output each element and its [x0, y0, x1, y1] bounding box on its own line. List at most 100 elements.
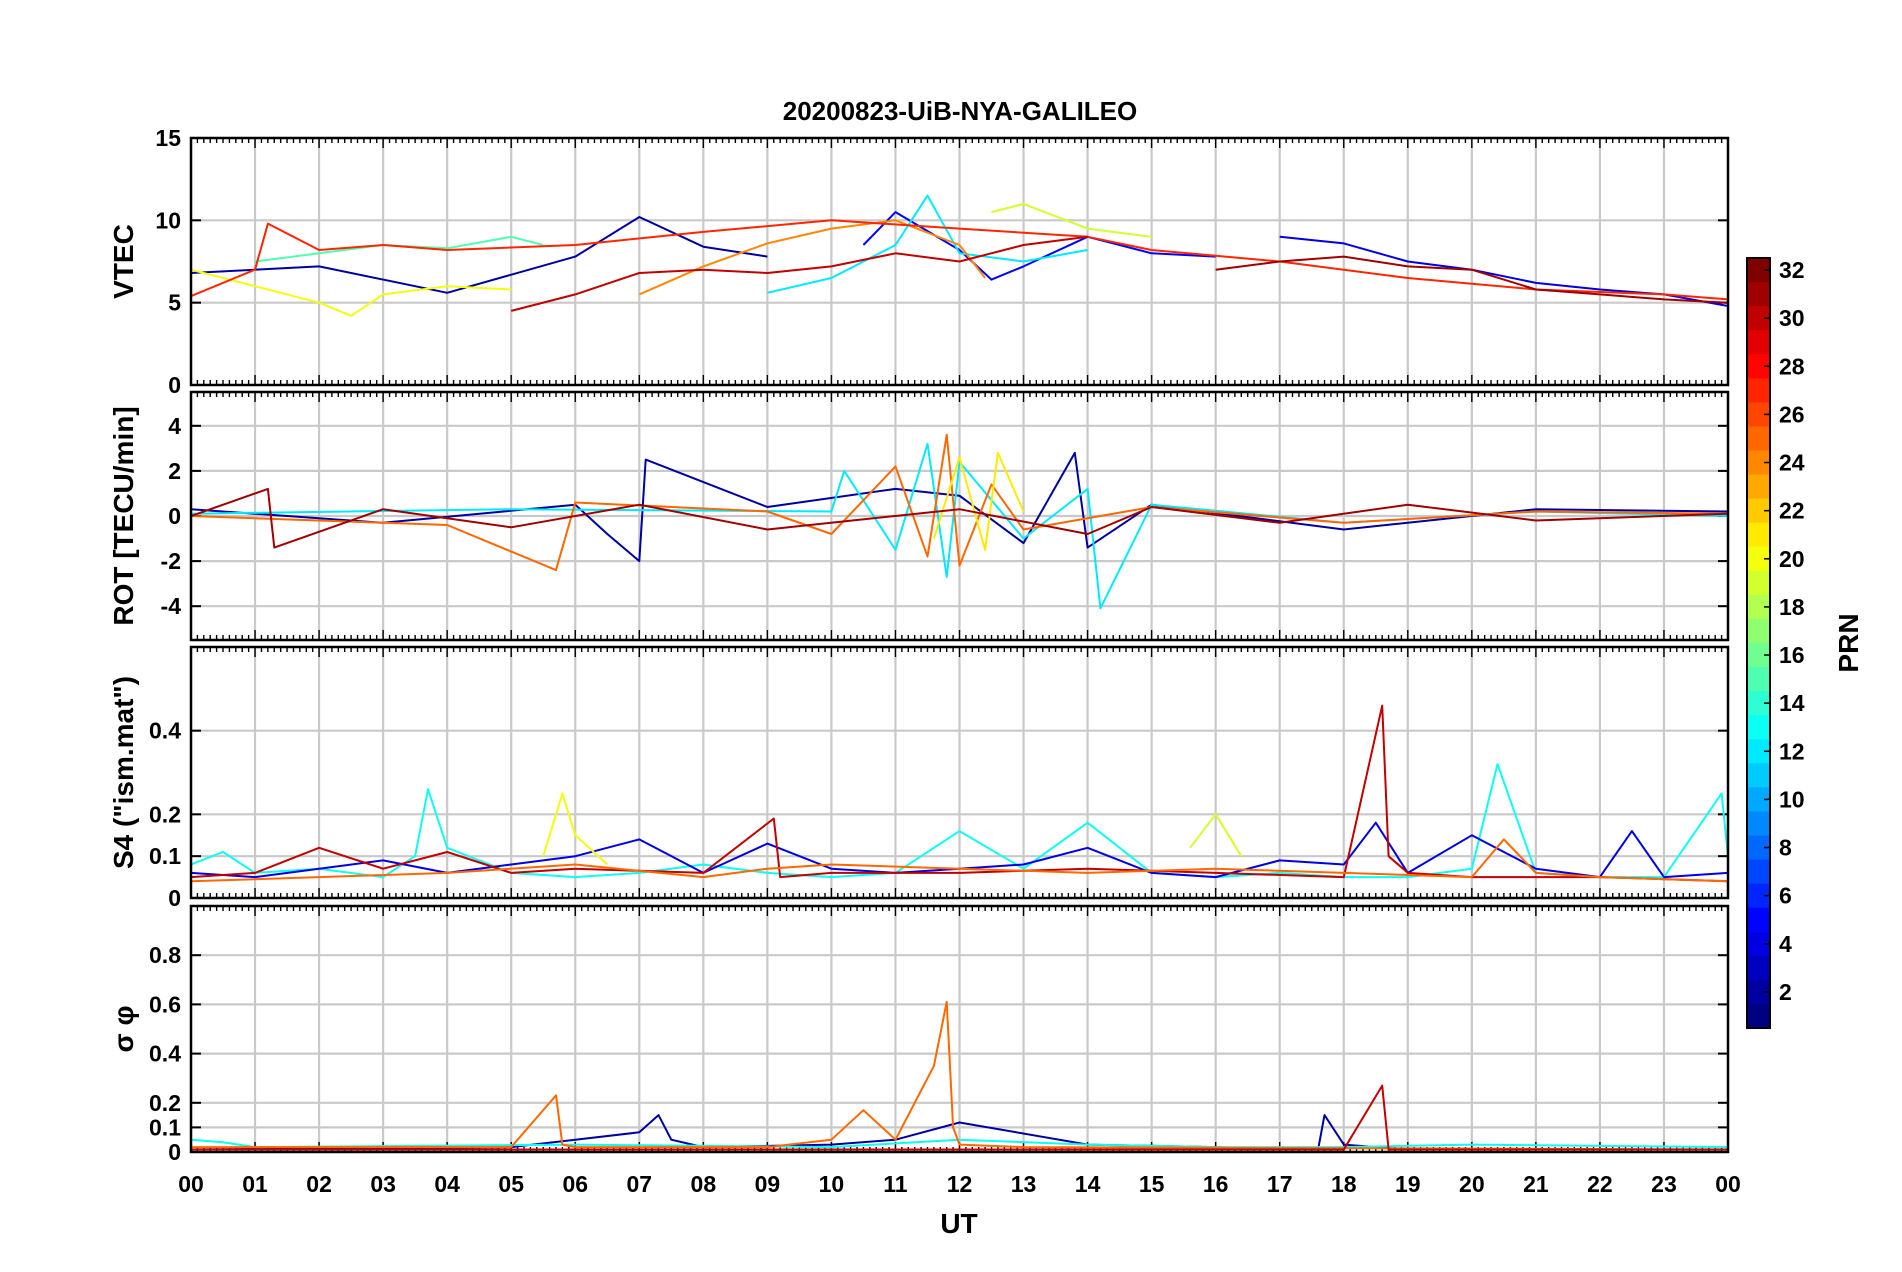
panel-1: 0 5 10 15 VTEC: [108, 125, 1730, 398]
colorbar-tick-label: 20: [1779, 546, 1805, 572]
x-tick-label: 04: [434, 1171, 460, 1197]
colorbar-tick-label: 6: [1779, 883, 1792, 909]
y-tick-label: 0: [168, 503, 181, 529]
y-tick-label: -4: [161, 593, 182, 619]
colorbar-cell: [1747, 378, 1770, 403]
x-tick-label: 10: [819, 1171, 845, 1197]
series-prn-2: [191, 451, 1728, 563]
y-tick-label: 10: [155, 207, 181, 233]
colorbar-cell: [1747, 787, 1770, 813]
colorbar-cell: [1747, 931, 1770, 957]
series-prn-19: [1189, 813, 1243, 857]
colorbar-cell: [1747, 402, 1770, 428]
series-prn-24: [638, 219, 986, 296]
colorbar-cell: [1747, 618, 1770, 644]
colorbar-cell: [1747, 739, 1770, 764]
y-tick-label: 0: [168, 372, 181, 398]
colorbar-cell: [1747, 907, 1770, 933]
series-prn-20: [191, 268, 512, 317]
colorbar-label: PRN: [1833, 613, 1864, 672]
series-prn-2: [191, 1114, 1728, 1151]
colorbar-cell: [1747, 450, 1770, 476]
x-tick-label: 17: [1267, 1171, 1293, 1197]
series-prn-20: [542, 792, 608, 866]
series-group: [191, 433, 1728, 610]
series-prn-31: [191, 487, 1728, 549]
y-tick-label: 4: [168, 413, 181, 439]
panel-frame: [189, 904, 1730, 1154]
series-prn-5: [862, 211, 1216, 281]
y-tick-label: 0.8: [149, 942, 181, 968]
colorbar-cell: [1747, 426, 1770, 452]
x-tick-label: 03: [370, 1171, 396, 1197]
y-tick-label: 0.4: [149, 718, 181, 744]
x-tick-label: 14: [1075, 1171, 1101, 1197]
x-tick-label: 08: [691, 1171, 717, 1197]
panel-4: 00.10.2 0.4 0.6 0.8 σ φ: [108, 904, 1730, 1165]
y-axis-label: VTEC: [108, 224, 139, 299]
x-tick-label: 06: [562, 1171, 588, 1197]
series-prn-25: [191, 433, 1728, 572]
x-tick-label: 11: [883, 1171, 908, 1197]
colorbar-cell: [1747, 522, 1770, 548]
y-tick-label: 0.2: [149, 801, 181, 827]
series-prn-21: [932, 451, 1025, 551]
colorbar-cell: [1747, 859, 1770, 885]
colorbar-tick-label: 30: [1779, 305, 1805, 331]
colorbar-tick-label: 14: [1779, 690, 1805, 716]
colorbar-cell: [1747, 691, 1770, 716]
x-tick-label: 23: [1651, 1171, 1677, 1197]
y-tick-label: 0.2: [149, 1090, 181, 1116]
series-prn-4: [191, 821, 1728, 879]
y-tick-label: -2: [161, 548, 181, 574]
series-prn-27: [191, 219, 1728, 301]
x-tick-label: 12: [947, 1171, 973, 1197]
colorbar-tick-label: 28: [1779, 353, 1805, 379]
series-group: [191, 194, 1728, 317]
y-tick-label: 0: [168, 885, 181, 911]
colorbar-tick-label: 26: [1779, 401, 1805, 427]
colorbar-cell: [1747, 643, 1770, 668]
colorbar-tick-label: 2: [1779, 979, 1792, 1005]
x-tick-label: 20: [1459, 1171, 1485, 1197]
series-prn-13: [191, 763, 1728, 879]
colorbar-tick-label: 24: [1779, 450, 1805, 476]
colorbar-cell: [1747, 594, 1770, 620]
series-prn-30: [510, 235, 1088, 312]
series-prn-13: [191, 1138, 1728, 1149]
series-prn-19: [991, 202, 1152, 238]
y-tick-label: 0.1: [149, 1114, 181, 1140]
colorbar-cell: [1747, 330, 1770, 355]
colorbar-tick-label: 8: [1779, 835, 1792, 861]
colorbar-tick-label: 22: [1779, 498, 1805, 524]
y-axis-label: ROT [TECU/min]: [108, 406, 139, 625]
panel-frame: [189, 390, 1730, 642]
y-tick-label: 0.6: [149, 991, 181, 1017]
colorbar-cell: [1747, 763, 1770, 788]
series-prn-25: [191, 1000, 1728, 1151]
panel-frame: [189, 136, 1730, 387]
series-prn-30: [191, 1084, 1728, 1151]
y-tick-label: 0.4: [149, 1041, 181, 1067]
panel-2: -4 -2 0 2 4 ROT [TECU/min]: [108, 390, 1730, 642]
x-axis-label: UT: [940, 1208, 977, 1239]
chart-title: 20200823-UiB-NYA-GALILEO: [783, 96, 1138, 126]
x-axis: 00 01 02 03 04 05 06 07 08 09 10 11 12 13 14 15 16 17 18 19…: [178, 1171, 1741, 1197]
colorbar-cell: [1747, 282, 1770, 307]
colorbar-cell: [1747, 306, 1770, 331]
series-prn-4: [1279, 235, 1728, 307]
x-tick-label: 21: [1523, 1171, 1549, 1197]
colorbar-cell: [1747, 667, 1770, 692]
series-prn-15: [254, 235, 544, 263]
colorbar-cell: [1747, 498, 1770, 524]
y-tick-label: 15: [155, 125, 181, 151]
y-tick-label: 5: [168, 290, 181, 316]
series-group: [191, 704, 1728, 883]
colorbar-cell: [1747, 570, 1770, 596]
series-prn-25: [191, 838, 1728, 883]
colorbar-cell: [1747, 1003, 1770, 1029]
y-axis-label: S4 ("ism.mat"): [108, 676, 139, 869]
series-group: [191, 1000, 1728, 1151]
